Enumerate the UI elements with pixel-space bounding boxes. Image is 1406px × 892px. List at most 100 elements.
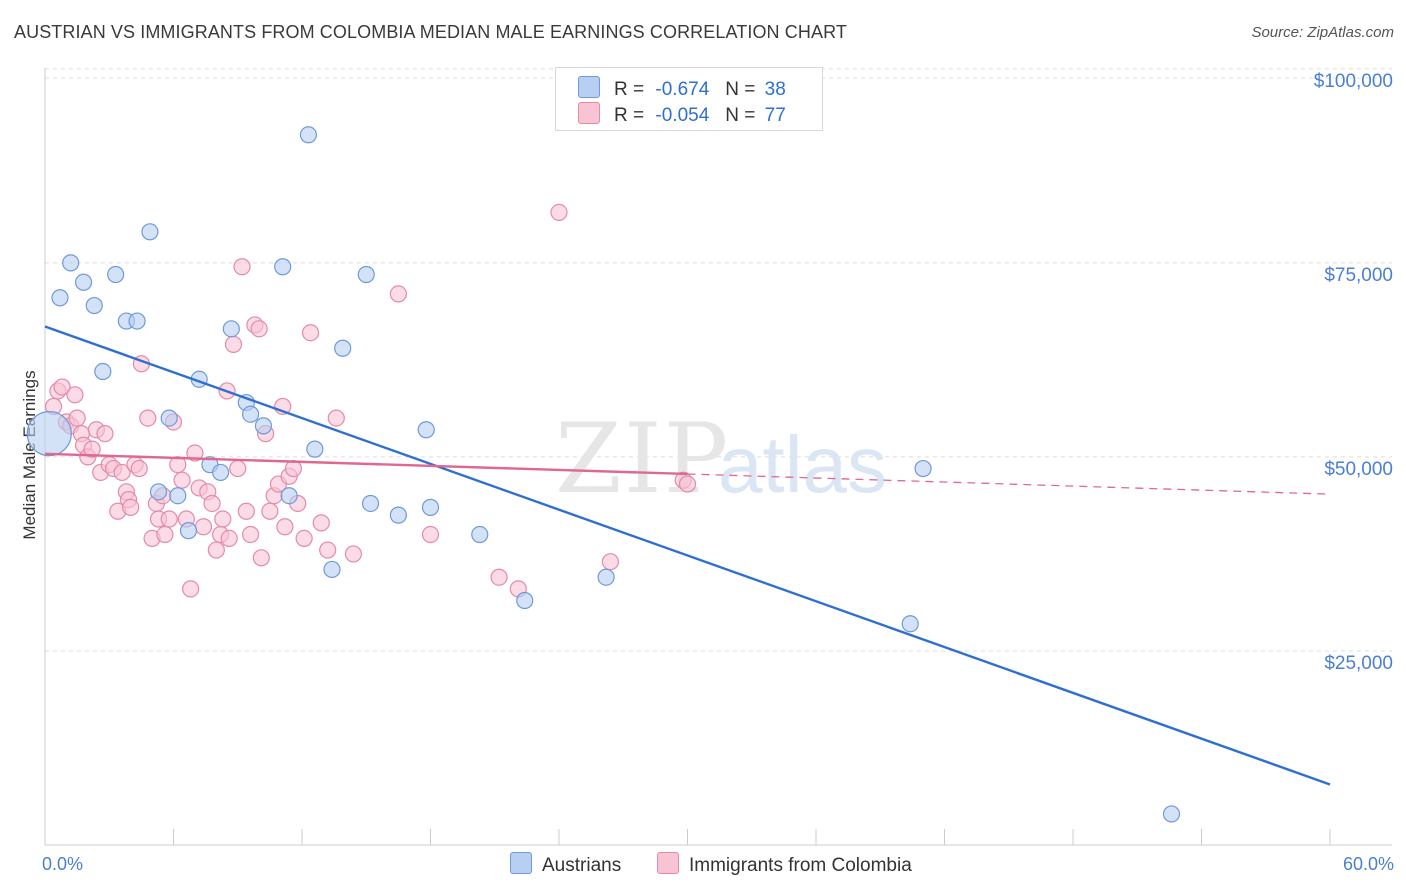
legend-item-colombia: Immigrants from Colombia [657,852,912,877]
y-axis-label: Median Male Earnings [20,370,39,539]
point-austrians [85,296,103,315]
point-austrians [179,522,198,540]
legend-r-label: R = [614,105,645,126]
point-austrians [901,615,919,633]
point-colombia [421,525,440,544]
point-austrians [169,487,187,505]
point-colombia [186,444,204,462]
legend-swatch-colombia [578,102,600,124]
point-colombia [319,541,337,559]
point-colombia [139,409,157,427]
point-austrians [357,265,375,284]
trend-line-colombia-extension [687,473,1331,495]
point-colombia [601,553,620,571]
legend-r-label: R = [614,79,645,100]
point-austrians [212,463,230,482]
legend-row-colombia: R = -0.054 N = 77 [578,102,786,126]
point-austrians [128,312,146,330]
point-austrians [242,405,260,423]
legend-swatch-austrians [510,852,532,874]
point-colombia [389,285,407,303]
point-colombia [194,518,213,536]
legend-swatch-colombia [657,852,679,874]
y-tick-labels: $25,000 $50,000 $75,000 $100,000 [1314,71,1393,674]
point-austrians [323,560,341,579]
legend-n-value-colombia: 77 [764,105,786,126]
point-colombia [295,529,313,548]
point-colombia [156,525,174,544]
point-austrians [149,483,168,501]
axes [44,68,1392,846]
point-colombia [203,494,221,513]
legend-n-value-austrians: 38 [764,79,786,100]
y-tick-label: $50,000 [1324,459,1393,480]
point-colombia [66,386,84,404]
point-austrians [26,411,72,457]
point-colombia [344,545,362,563]
trend-line-austrians [44,325,1331,786]
y-tick-label: $100,000 [1314,71,1393,92]
point-colombia [250,320,268,338]
legend-row-austrians: R = -0.674 N = 38 [578,76,786,100]
point-austrians [914,459,932,478]
point-colombia [122,498,140,516]
trend-lines [44,325,1331,786]
point-colombia [261,502,279,520]
point-austrians [1162,805,1181,823]
point-austrians [94,362,112,381]
watermark-zip: ZIP [555,403,730,515]
legend-r-value-colombia: -0.054 [655,105,710,126]
stats-legend: R = -0.674 N = 38 R = -0.054 N = 77 [555,67,823,131]
point-austrians [597,568,615,586]
point-colombia [276,518,294,536]
point-colombia [301,324,320,342]
point-colombia [327,409,345,427]
x-tick-label: 0.0% [42,854,83,874]
legend-label-austrians: Austrians [542,855,622,876]
point-austrians [389,506,407,524]
x-tick-label: 60.0% [1343,854,1394,874]
point-austrians [222,320,240,338]
point-colombia [113,463,131,482]
point-colombia [678,475,697,493]
point-austrians [334,339,352,357]
point-austrians [516,591,534,610]
point-colombia [160,510,178,528]
point-austrians [306,440,324,458]
grid-lines [45,68,1392,652]
y-tick-label: $75,000 [1324,265,1393,286]
point-austrians [254,417,273,435]
point-austrians [107,265,125,284]
point-austrians [51,289,69,307]
watermark-atlas: atlas [718,420,887,509]
chart-title: AUSTRIAN VS IMMIGRANTS FROM COLOMBIA MED… [14,22,847,42]
point-colombia [83,440,101,458]
point-colombia [224,335,243,353]
point-colombia [550,203,568,222]
point-austrians [74,273,93,291]
watermark: ZIP atlas [555,403,887,515]
legend-r-value-austrians: -0.674 [655,79,710,100]
trend-line-colombia [44,452,688,476]
point-austrians [299,126,318,144]
point-colombia [68,409,86,427]
point-colombia [214,510,232,528]
source-label: Source: ZipAtlas.com [1251,24,1394,41]
point-austrians [280,487,298,505]
point-austrians [471,525,489,544]
point-colombia [182,580,200,598]
point-austrians [421,498,440,516]
legend-n-label: N = [725,79,756,100]
point-colombia [53,378,71,396]
point-colombia [169,456,187,474]
point-austrians [361,494,380,513]
series-colombia-points [44,203,697,598]
point-colombia [233,258,251,276]
point-colombia [490,568,508,586]
point-colombia [242,525,260,544]
legend-label-colombia: Immigrants from Colombia [689,855,912,876]
point-colombia [130,459,148,478]
point-colombia [96,425,114,443]
point-colombia [207,541,225,559]
point-colombia [312,514,330,532]
